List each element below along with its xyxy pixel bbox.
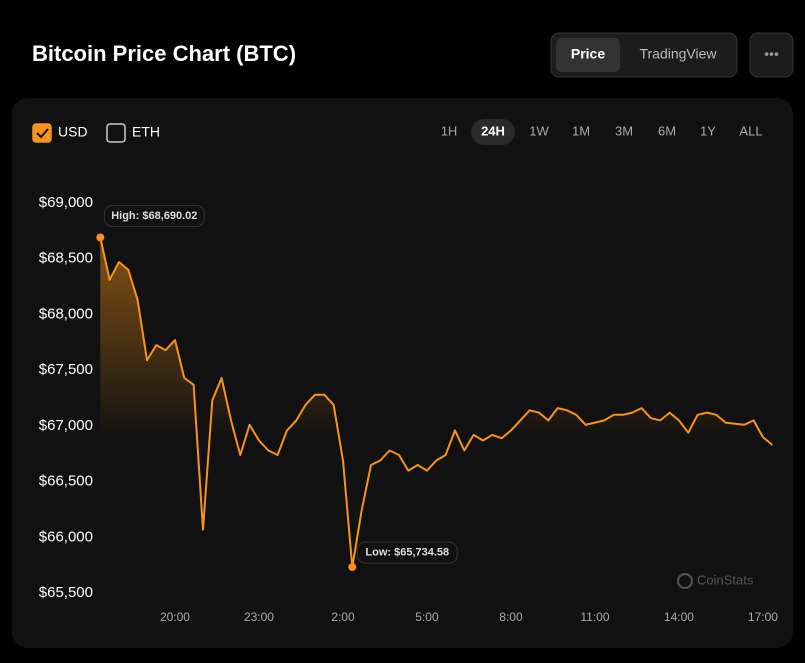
extreme-point (348, 563, 357, 572)
y-tick-label: $67,000 (39, 417, 93, 434)
annotation-box (356, 541, 458, 564)
range-button[interactable]: 6M (658, 123, 676, 138)
checkbox[interactable] (106, 123, 126, 143)
range-button[interactable]: 1W (529, 123, 549, 138)
x-tick-label: 2:00 (331, 610, 355, 624)
currency-label[interactable]: ETH (132, 124, 160, 140)
menu-icon[interactable]: ••• (764, 46, 779, 62)
x-tick-label: 20:00 (160, 610, 190, 624)
range-button[interactable]: 24H (481, 123, 505, 138)
extreme-point (96, 233, 105, 242)
page-title: Bitcoin Price Chart (BTC) (32, 41, 296, 66)
y-tick-label: $66,000 (39, 528, 93, 545)
y-tick-label: $65,500 (39, 584, 93, 601)
y-tick-label: $67,500 (39, 361, 93, 378)
range-button[interactable]: 1M (572, 123, 590, 138)
price-line (99, 237, 773, 569)
tab-active-bg[interactable] (556, 38, 620, 72)
range-button[interactable]: 1Y (700, 123, 716, 138)
x-tick-label: 5:00 (415, 610, 439, 624)
tab[interactable]: TradingView (639, 46, 717, 62)
x-tick-label: 11:00 (580, 610, 609, 624)
range-button[interactable]: 1H (441, 123, 458, 138)
y-tick-label: $68,500 (39, 250, 93, 267)
currency-label[interactable]: USD (58, 124, 88, 140)
x-tick-label: 14:00 (664, 610, 694, 624)
y-tick-label: $69,000 (39, 194, 93, 211)
annotation: High: $68,690.02 (111, 210, 197, 222)
annotation: Low: $65,734.58 (365, 547, 449, 559)
area-fill (100, 237, 773, 610)
checkmark[interactable] (36, 128, 49, 139)
range-button[interactable]: 3M (615, 123, 633, 138)
tab[interactable]: Price (571, 46, 605, 62)
x-tick-label: 17:00 (748, 610, 778, 624)
menu-button[interactable] (749, 32, 794, 78)
range-button[interactable]: ALL (739, 123, 762, 138)
range-active-bg[interactable] (471, 119, 515, 145)
x-tick-label: 8:00 (499, 610, 523, 624)
annotation-box (103, 204, 205, 227)
y-tick-label: $68,000 (39, 305, 93, 322)
y-tick-label: $66,500 (39, 473, 93, 490)
checkbox[interactable] (32, 123, 52, 143)
x-tick-label: 23:00 (244, 610, 274, 624)
